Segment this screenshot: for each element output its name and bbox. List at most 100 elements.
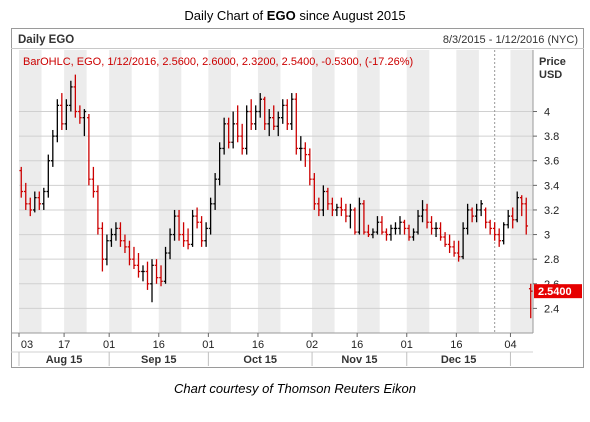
ohlc-bar: [456, 240, 461, 262]
ohlc-bar: [55, 99, 60, 143]
ohlc-bar: [357, 197, 362, 235]
ohlc-bar: [168, 228, 172, 260]
ohlc-bar: [479, 200, 483, 217]
ohlc-bar: [434, 222, 438, 238]
ohlc-bar: [41, 187, 46, 210]
week-band: [406, 50, 430, 333]
ohlc-bar: [69, 80, 73, 112]
x-tick-label: 01: [401, 339, 413, 351]
ohlc-bar: [366, 224, 371, 238]
ohlc-bar: [312, 173, 317, 210]
ohlc-bar: [429, 216, 434, 235]
ohlc-bar: [199, 216, 204, 247]
y-tick-label: 3.4: [544, 180, 559, 192]
ohlc-bar: [510, 207, 515, 229]
week-band: [109, 50, 132, 333]
chart-caption: Chart courtesy of Thomson Reuters Eikon: [173, 381, 417, 396]
ohlc-bar: [262, 96, 267, 130]
ohlc-bar: [127, 240, 132, 266]
ohlc-bar: [37, 191, 42, 210]
ohlc-bar: [321, 185, 326, 217]
ohlc-bar: [271, 105, 276, 130]
ohlc-bar: [326, 187, 330, 210]
ohlc-bar: [118, 222, 123, 247]
ohlc-bar: [393, 222, 398, 235]
ohlc-bar: [190, 209, 195, 247]
ohlc-bar: [407, 224, 411, 241]
ohlc-bar: [461, 222, 465, 260]
chart-title: Daily Chart of EGO since August 2015: [0, 8, 590, 23]
ohlc-bar: [452, 240, 456, 257]
ohlc-bar: [159, 265, 163, 287]
last-price-value: 2.5400: [538, 286, 572, 298]
ohlc-bar: [380, 216, 384, 235]
ohlc-bar: [330, 197, 335, 217]
ohlc-bar: [353, 207, 357, 235]
ohlc-bar: [141, 265, 145, 282]
ohlc-bar: [78, 105, 82, 124]
last-price-marker: 2.5400: [534, 284, 582, 299]
date-range-label: 8/3/2015 - 1/12/2016 (NYC): [442, 34, 578, 46]
y-tick-label: 3.8: [544, 131, 559, 143]
ohlc-bar: [253, 105, 258, 130]
ohlc-bar: [204, 222, 208, 247]
legend-text: BarOHLC, EGO, 1/12/2016, 2.5600, 2.6000,…: [23, 56, 413, 68]
ohlc-bar: [226, 117, 231, 149]
ohlc-bar: [51, 129, 55, 167]
ohlc-bar: [339, 197, 344, 217]
chart-frame: [11, 28, 584, 368]
y-tick-label: 4: [544, 107, 550, 119]
ohlc-bar: [402, 219, 407, 235]
ohlc-bar: [375, 216, 380, 235]
month-label: Aug 15: [46, 354, 83, 366]
ohlc-bar: [416, 209, 420, 235]
ohlc-bars: [19, 74, 533, 319]
ohlc-bar: [384, 228, 389, 241]
ohlc-bar: [23, 182, 28, 210]
y-tick-label: 3: [544, 230, 550, 242]
ohlc-bar: [105, 234, 109, 266]
ohlc-bar: [515, 191, 520, 223]
x-tick-label: 02: [306, 339, 318, 351]
ohlc-bar: [100, 222, 105, 272]
ohlc-bar: [208, 197, 213, 235]
x-tick-label: 16: [252, 339, 264, 351]
ohlc-bar: [213, 173, 217, 210]
x-tick-label: 04: [504, 339, 516, 351]
ohlc-bar: [96, 185, 100, 235]
axis-title-price: Price: [539, 56, 566, 68]
x-tick-label: 01: [202, 339, 214, 351]
ohlc-bar: [308, 148, 312, 186]
week-band: [19, 50, 42, 333]
ohlc-bar: [123, 234, 127, 254]
week-band: [357, 50, 380, 333]
ohlc-bar: [303, 142, 308, 167]
ohlc-bar: [483, 207, 488, 229]
ohlc-bar: [289, 93, 294, 130]
ohlc-bar: [73, 74, 78, 118]
ohlc-bar: [235, 105, 240, 143]
ohlc-bar: [136, 253, 141, 278]
weekly-bands: [19, 50, 533, 333]
ohlc-bar: [506, 209, 511, 229]
title-suffix: since August 2015: [295, 8, 406, 23]
ohlc-bar: [154, 259, 159, 284]
ohlc-bar: [195, 207, 199, 229]
ohlc-bar: [60, 93, 64, 130]
ohlc-bar: [64, 99, 69, 130]
axis-title-currency: USD: [539, 69, 562, 81]
header-divider: [11, 48, 584, 49]
ohlc-bar: [528, 283, 533, 319]
week-band: [64, 50, 87, 333]
x-tick-label: 17: [58, 339, 70, 351]
ohlc-bar: [425, 203, 429, 229]
ohlc-bar: [267, 109, 272, 137]
ohlc-bar: [258, 93, 263, 118]
y-tick-label: 2.8: [544, 254, 559, 266]
ohlc-bar: [501, 222, 506, 245]
y-tick-label: 3.6: [544, 156, 559, 168]
y-tick-label: 3.2: [544, 205, 559, 217]
x-tick-label: 16: [450, 339, 462, 351]
ohlc-bar: [524, 197, 529, 235]
